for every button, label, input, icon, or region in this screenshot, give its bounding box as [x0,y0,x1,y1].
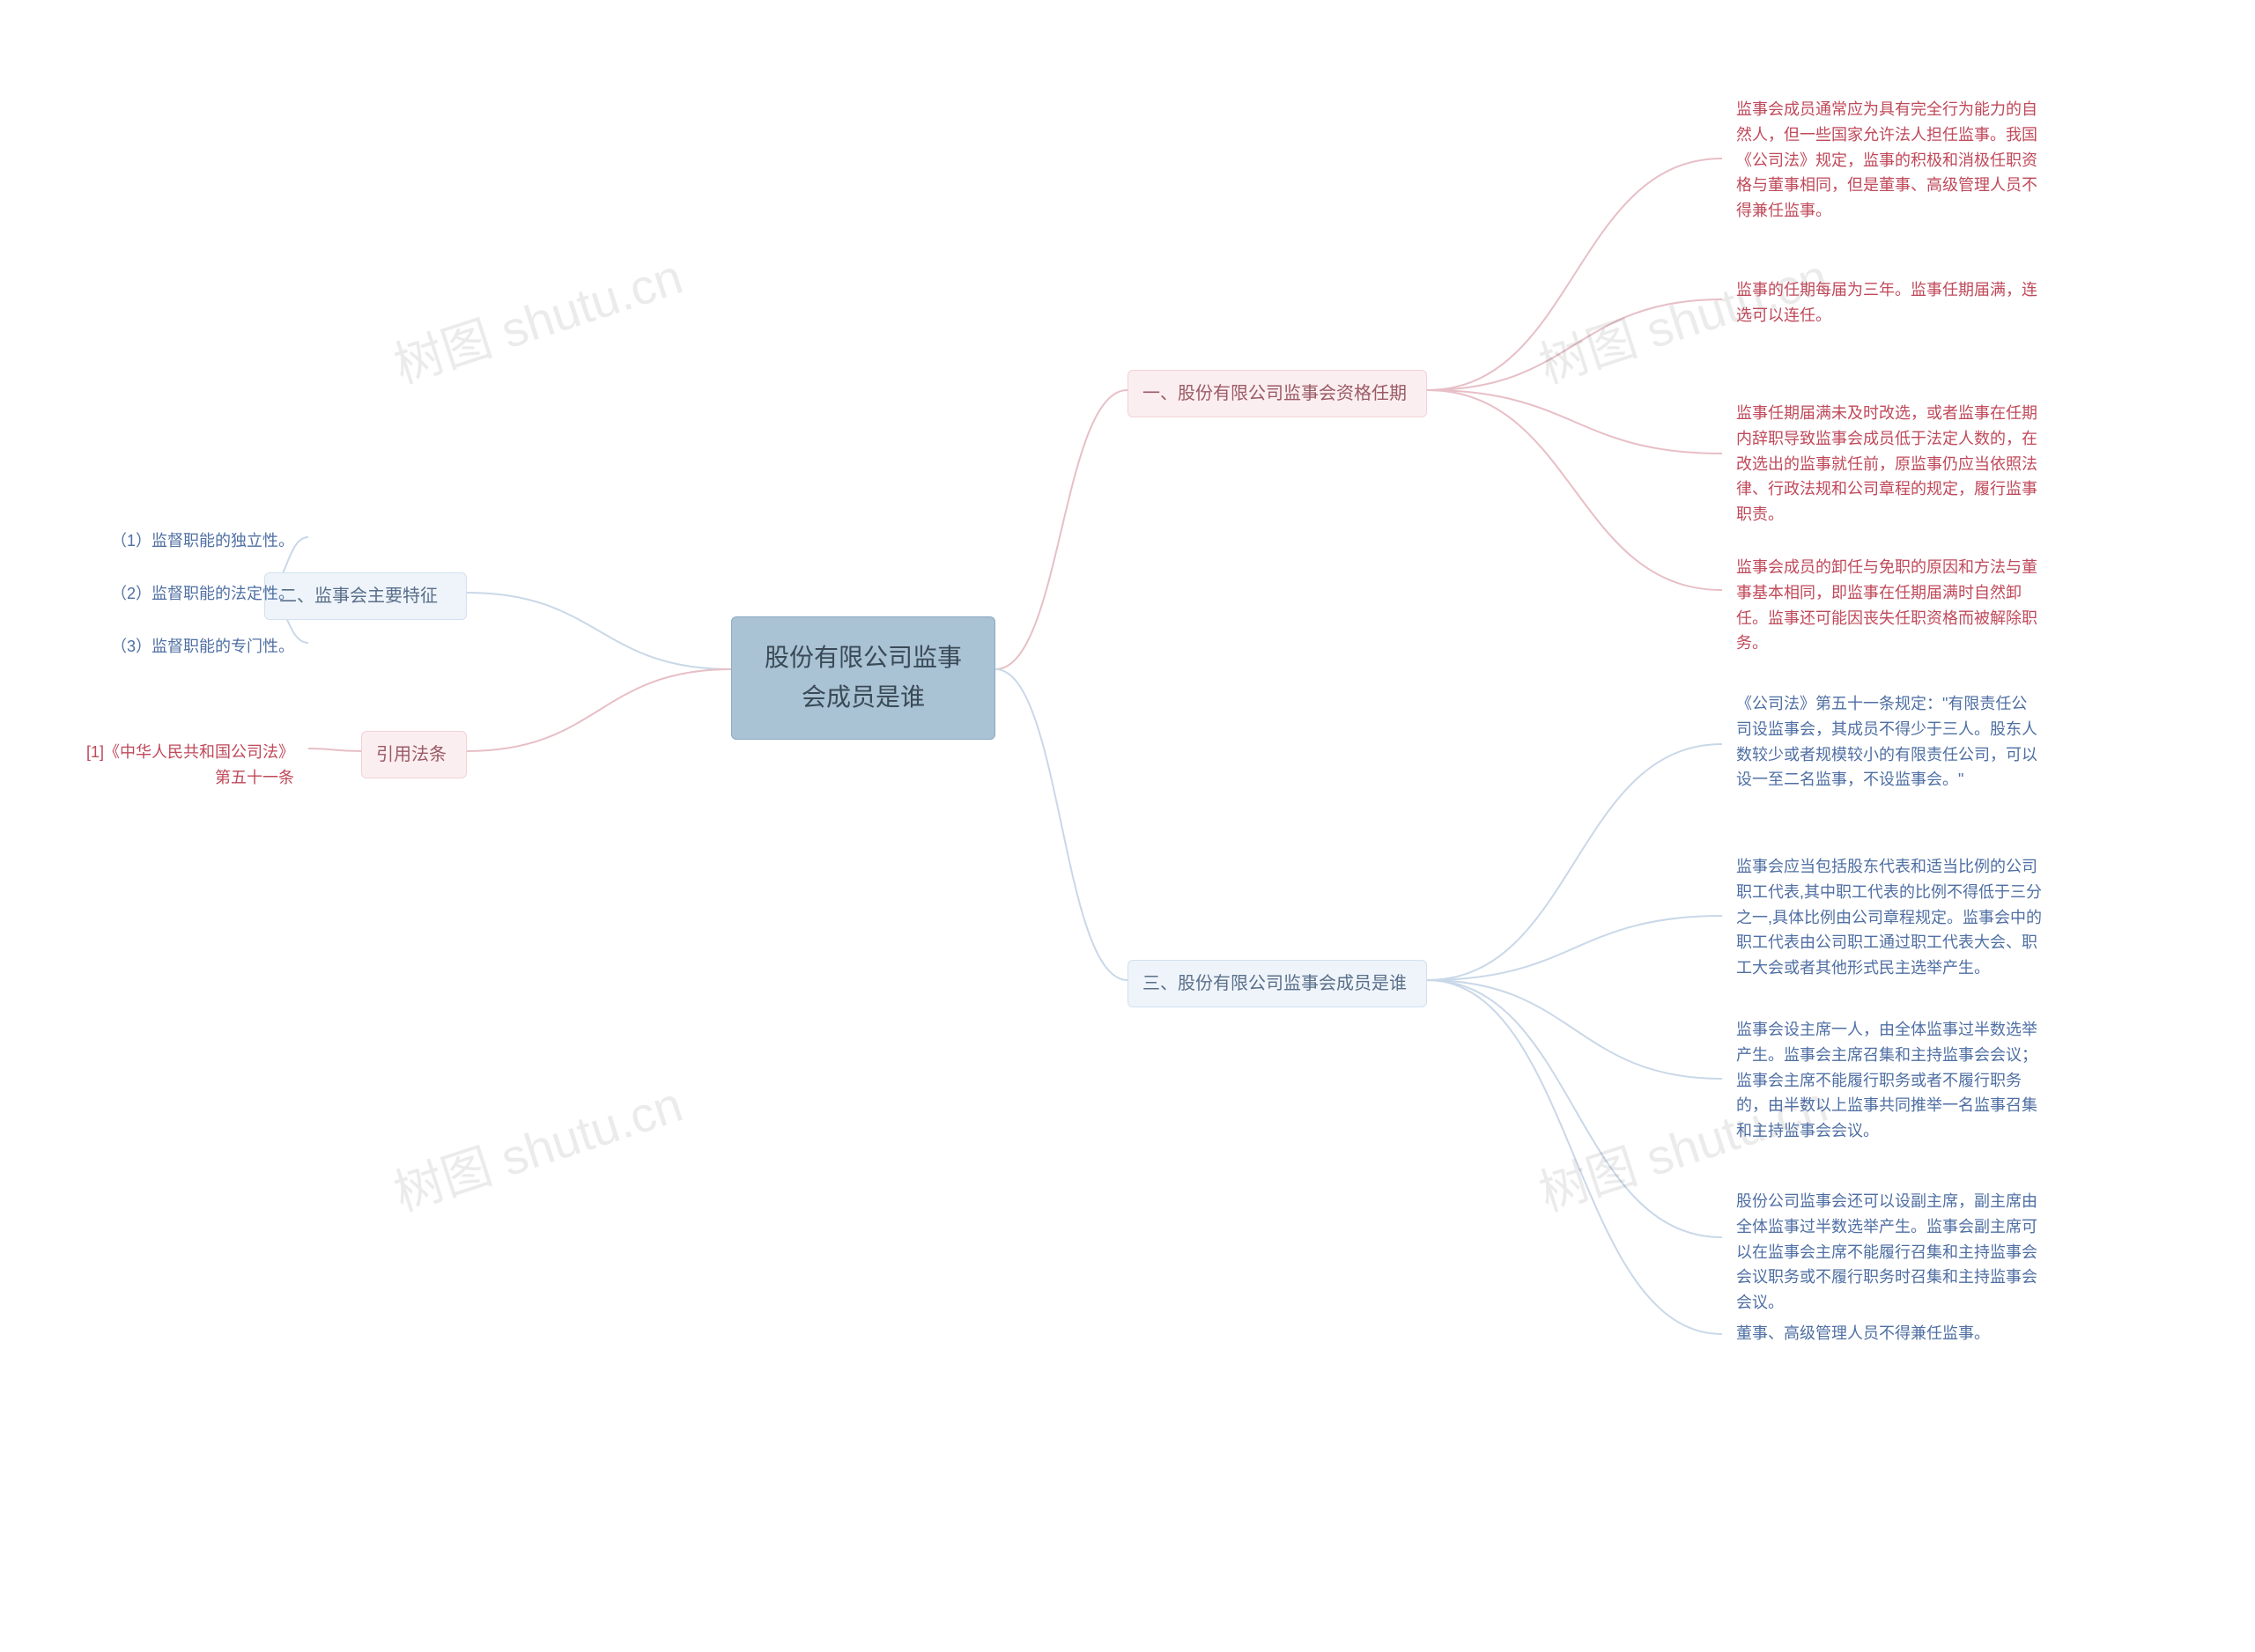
leaf-b2-1: （2）监督职能的法定性。 [62,572,308,616]
leaf-b3-1: 监事会应当包括股东代表和适当比例的公司职工代表,其中职工代表的比例不得低于三分之… [1722,845,2057,990]
leaf-b1-1: 监事的任期每届为三年。监事任期届满，连选可以连任。 [1722,269,2057,337]
leaf-b1-3: 监事会成员的卸任与免职的原因和方法与董事基本相同，即监事在任期届满时自然卸任。监… [1722,546,2057,665]
mindmap-canvas: 树图 shutu.cn树图 shutu.cn树图 shutu.cn树图 shut… [0,0,2255,1652]
branch-b1: 一、股份有限公司监事会资格任期 [1128,370,1427,417]
connectors-svg [0,0,2255,1652]
leaf-b2-2: （3）监督职能的专门性。 [62,625,308,668]
leaf-b3-2: 监事会设主席一人，由全体监事过半数选举产生。监事会主席召集和主持监事会会议；监事… [1722,1008,2057,1153]
leaf-b1-0: 监事会成员通常应为具有完全行为能力的自然人，但一些国家允许法人担任监事。我国《公… [1722,88,2057,232]
leaf-ref-0: [1]《中华人民共和国公司法》 第五十一条 [62,731,308,800]
branch-ref: 引用法条 [361,731,467,778]
watermark: 树图 shutu.cn [384,238,691,398]
leaf-b3-3: 股份公司监事会还可以设副主席，副主席由全体监事过半数选举产生。监事会副主席可以在… [1722,1180,2057,1324]
watermark: 树图 shutu.cn [384,1066,691,1226]
branch-b3: 三、股份有限公司监事会成员是谁 [1128,960,1427,1007]
leaf-b2-0: （1）监督职能的独立性。 [62,520,308,563]
leaf-b3-4: 董事、高级管理人员不得兼任监事。 [1722,1312,2057,1355]
center-node: 股份有限公司监事会成员是谁 [731,616,995,740]
leaf-b3-0: 《公司法》第五十一条规定："有限责任公司设监事会，其成员不得少于三人。股东人数较… [1722,682,2057,801]
leaf-b1-2: 监事任期届满未及时改选，或者监事在任期内辞职导致监事会成员低于法定人数的，在改选… [1722,392,2057,536]
